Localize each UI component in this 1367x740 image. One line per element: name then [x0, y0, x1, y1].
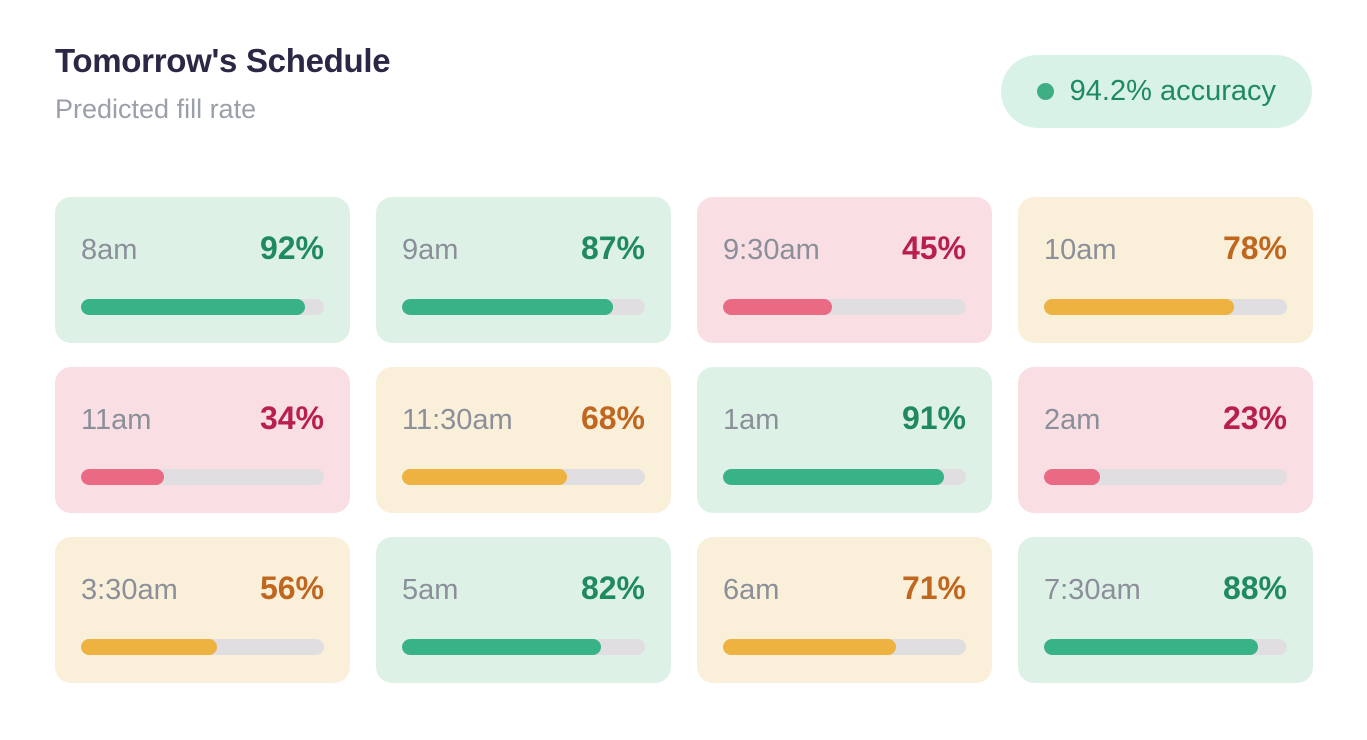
card-percent: 88%: [1222, 570, 1287, 606]
progress-track: [1044, 469, 1287, 485]
card-time: 5am: [402, 574, 459, 606]
card-header-row: 11:30am 68%: [402, 400, 645, 437]
progress-fill: [723, 639, 896, 655]
progress-track: [402, 469, 645, 485]
card-percent: 87%: [580, 230, 645, 266]
progress-track: [402, 299, 645, 315]
card-header-row: 9am 87%: [402, 230, 645, 267]
card-header-row: 9:30am 45%: [723, 230, 966, 267]
card-percent: 71%: [901, 570, 966, 606]
card-header-row: 2am 23%: [1044, 400, 1287, 437]
card-header-row: 6am 71%: [723, 570, 966, 607]
card-time: 1am: [723, 404, 780, 436]
schedule-slot-card[interactable]: 9:30am 45%: [697, 197, 992, 343]
schedule-slot-card[interactable]: 11:30am 68%: [376, 367, 671, 513]
page-title: Tomorrow's Schedule: [55, 42, 391, 79]
progress-fill: [1044, 299, 1234, 315]
accuracy-badge-label: 94.2% accuracy: [1069, 75, 1276, 107]
card-time: 10am: [1044, 234, 1117, 266]
card-time: 11:30am: [402, 404, 513, 436]
card-header-row: 5am 82%: [402, 570, 645, 607]
card-time: 9am: [402, 234, 459, 266]
card-percent: 78%: [1222, 230, 1287, 266]
progress-track: [81, 299, 324, 315]
progress-track: [723, 469, 966, 485]
card-time: 7:30am: [1044, 574, 1141, 606]
schedule-grid: 8am 92% 9am 87% 9:30am 45% 10am 78%: [55, 197, 1313, 683]
progress-fill: [81, 469, 164, 485]
card-header-row: 3:30am 56%: [81, 570, 324, 607]
progress-fill: [81, 299, 305, 315]
card-time: 8am: [81, 234, 138, 266]
card-time: 3:30am: [81, 574, 178, 606]
progress-track: [81, 469, 324, 485]
panel-header: Tomorrow's Schedule Predicted fill rate …: [0, 0, 1367, 128]
card-percent: 91%: [901, 400, 966, 436]
card-header-row: 11am 34%: [81, 400, 324, 437]
card-percent: 56%: [259, 570, 324, 606]
schedule-slot-card[interactable]: 9am 87%: [376, 197, 671, 343]
card-header-row: 8am 92%: [81, 230, 324, 267]
progress-track: [1044, 299, 1287, 315]
progress-fill: [402, 639, 602, 655]
progress-track: [402, 639, 645, 655]
status-dot-icon: [1036, 83, 1054, 100]
progress-track: [1044, 639, 1287, 655]
schedule-slot-card[interactable]: 8am 92%: [55, 197, 350, 343]
card-percent: 82%: [580, 570, 645, 606]
card-percent: 45%: [901, 230, 966, 266]
schedule-slot-card[interactable]: 5am 82%: [376, 537, 671, 683]
card-header-row: 1am 91%: [723, 400, 966, 437]
card-percent: 34%: [259, 400, 324, 436]
progress-fill: [402, 299, 614, 315]
progress-track: [81, 639, 324, 655]
progress-fill: [81, 639, 218, 655]
card-time: 6am: [723, 574, 780, 606]
card-percent: 68%: [580, 400, 645, 436]
progress-track: [723, 299, 966, 315]
page-subtitle: Predicted fill rate: [55, 93, 257, 124]
card-time: 9:30am: [723, 234, 820, 266]
card-header-row: 7:30am 88%: [1044, 570, 1287, 607]
card-time: 2am: [1044, 404, 1101, 436]
progress-fill: [723, 469, 945, 485]
schedule-slot-card[interactable]: 7:30am 88%: [1018, 537, 1313, 683]
schedule-slot-card[interactable]: 11am 34%: [55, 367, 350, 513]
title-block: Tomorrow's Schedule Predicted fill rate: [55, 42, 391, 125]
schedule-slot-card[interactable]: 10am 78%: [1018, 197, 1313, 343]
accuracy-badge: 94.2% accuracy: [1000, 55, 1312, 128]
card-header-row: 10am 78%: [1044, 230, 1287, 267]
progress-fill: [1044, 469, 1100, 485]
schedule-slot-card[interactable]: 6am 71%: [697, 537, 992, 683]
schedule-slot-card[interactable]: 3:30am 56%: [55, 537, 350, 683]
progress-fill: [1044, 639, 1258, 655]
progress-track: [723, 639, 966, 655]
card-time: 11am: [81, 404, 152, 436]
card-percent: 92%: [259, 230, 324, 266]
progress-fill: [723, 299, 833, 315]
progress-fill: [402, 469, 568, 485]
schedule-slot-card[interactable]: 1am 91%: [697, 367, 992, 513]
card-percent: 23%: [1222, 400, 1287, 436]
schedule-slot-card[interactable]: 2am 23%: [1018, 367, 1313, 513]
